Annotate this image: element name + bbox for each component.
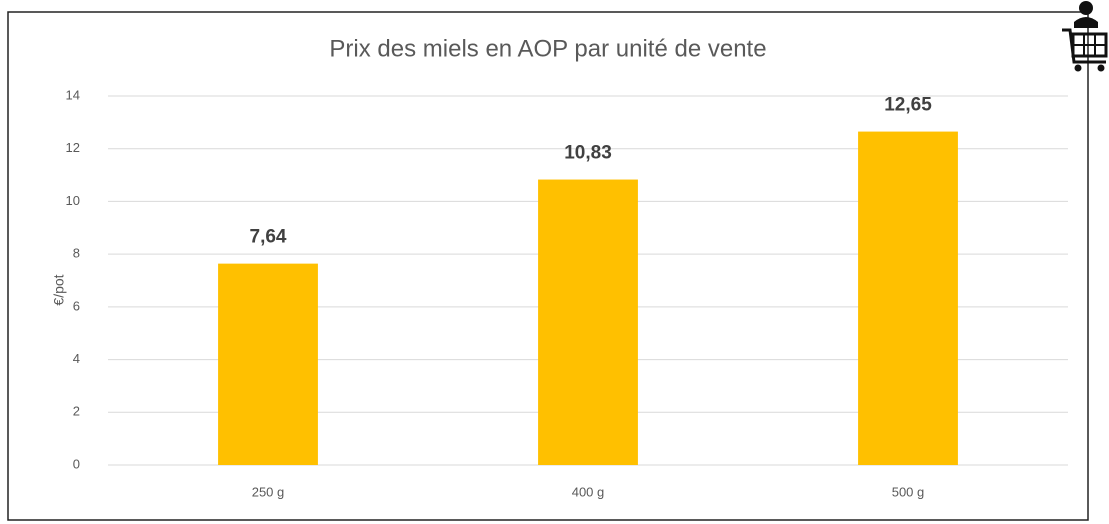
value-label: 7,64	[250, 227, 287, 248]
x-tick-label: 400 g	[572, 484, 605, 499]
x-tick-label: 250 g	[252, 484, 285, 499]
y-tick-label: 8	[73, 246, 80, 261]
bar	[218, 263, 318, 465]
value-label: 10,83	[564, 143, 612, 164]
y-axis-label: €/pot	[51, 274, 67, 305]
y-tick-label: 6	[73, 298, 80, 313]
value-label: 12,65	[884, 95, 932, 116]
chart-title: Prix des miels en AOP par unité de vente	[329, 35, 766, 62]
y-tick-label: 0	[73, 456, 80, 471]
x-tick-label: 500 g	[892, 484, 925, 499]
cart-icon	[1062, 1, 1108, 72]
bar	[538, 179, 638, 466]
y-tick-label: 4	[73, 351, 80, 366]
bar	[858, 131, 958, 465]
y-tick-label: 10	[66, 193, 80, 208]
y-tick-label: 2	[73, 404, 80, 419]
y-tick-label: 14	[66, 87, 80, 102]
y-tick-label: 12	[66, 140, 80, 155]
